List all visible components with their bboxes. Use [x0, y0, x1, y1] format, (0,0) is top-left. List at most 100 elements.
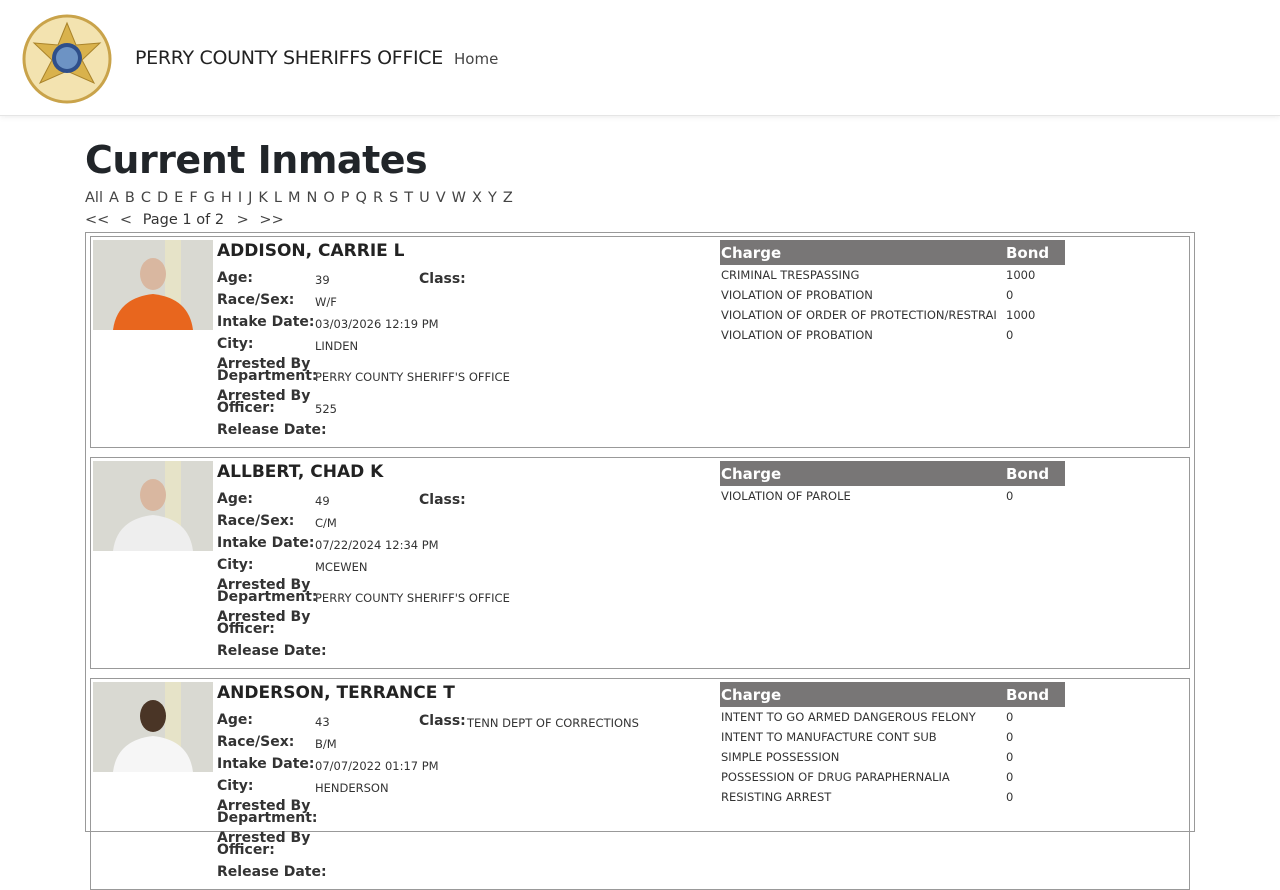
charges-table: Charge Bond INTENT TO GO ARMED DANGEROUS F… — [720, 682, 1065, 807]
charge-row: VIOLATION OF ORDER OF PROTECTION/RESTRAI… — [720, 305, 1065, 325]
first-page-link[interactable]: << — [85, 212, 110, 228]
race-sex-value: B/M — [315, 737, 337, 751]
nav-home-link[interactable]: Home — [454, 50, 499, 68]
intake-date-value: 03/03/2026 12:19 PM — [315, 317, 439, 331]
label-line: Department: — [217, 589, 318, 605]
charges-table: Charge Bond CRIMINAL TRESPASSING 1000 VIOLAT… — [720, 240, 1065, 345]
navbar: PERRY COUNTY SHERIFFS OFFICE Home — [0, 0, 1280, 116]
bond-amount: 0 — [1006, 770, 1014, 784]
charge-row: SIMPLE POSSESSION 0 — [720, 747, 1065, 767]
intake-date-label: Intake Date: — [217, 756, 315, 772]
letter-filter-s[interactable]: S — [389, 190, 399, 206]
charge-name: VIOLATION OF PAROLE — [721, 489, 851, 503]
charge-row: VIOLATION OF PAROLE 0 — [720, 486, 1065, 506]
letter-filter-b[interactable]: B — [124, 190, 135, 206]
arrested-by-officer-label: Arrested By Officer: — [217, 610, 310, 636]
letter-filter-u[interactable]: U — [419, 190, 430, 206]
charge-name: VIOLATION OF PROBATION — [721, 288, 873, 302]
label-line: Arrested By — [217, 356, 311, 372]
letter-filter-x[interactable]: X — [472, 190, 482, 206]
label-line: Department: — [217, 810, 318, 826]
officer-value: 525 — [315, 402, 337, 416]
mugshot-image — [93, 682, 213, 772]
last-page-link[interactable]: >> — [259, 212, 284, 228]
letter-filter-e[interactable]: E — [174, 190, 184, 206]
letter-filter-z[interactable]: Z — [502, 190, 513, 206]
charges-header: Charge Bond — [720, 461, 1065, 486]
letter-filter-a[interactable]: A — [108, 190, 119, 206]
inmate-photo[interactable] — [93, 240, 213, 330]
charge-row: CRIMINAL TRESPASSING 1000 — [720, 265, 1065, 285]
letter-filter-c[interactable]: C — [140, 190, 151, 206]
inmate-record: ALLBERT, CHAD K Age: 49 Race/Sex: C/M Intake … — [90, 457, 1190, 669]
page-title: Current Inmates — [85, 138, 428, 182]
charges-header: Charge Bond — [720, 682, 1065, 707]
letter-filter-n[interactable]: N — [306, 190, 318, 206]
race-sex-label: Race/Sex: — [217, 513, 295, 529]
inmate-name: ALLBERT, CHAD K — [217, 462, 384, 482]
race-sex-value: W/F — [315, 295, 337, 309]
charges-table: Charge Bond VIOLATION OF PAROLE 0 — [720, 461, 1065, 506]
letter-filter-g[interactable]: G — [203, 190, 215, 206]
charge-row: RESISTING ARREST 0 — [720, 787, 1065, 807]
age-label: Age: — [217, 712, 253, 728]
letter-filter-q[interactable]: Q — [355, 190, 367, 206]
department-value: PERRY COUNTY SHERIFF'S OFFICE — [315, 370, 510, 384]
charge-row: VIOLATION OF PROBATION 0 — [720, 325, 1065, 345]
race-sex-value: C/M — [315, 516, 337, 530]
intake-date-label: Intake Date: — [217, 314, 315, 330]
bond-amount: 1000 — [1006, 308, 1036, 322]
inmate-list: ADDISON, CARRIE L Age: 39 Race/Sex: W/F Intak… — [85, 232, 1195, 890]
intake-date-value: 07/07/2022 01:17 PM — [315, 759, 439, 773]
age-value: 43 — [315, 715, 330, 729]
release-date-label: Release Date: — [217, 643, 327, 659]
letter-filter-f[interactable]: F — [189, 190, 198, 206]
charge-row: INTENT TO MANUFACTURE CONT SUB 0 — [720, 727, 1065, 747]
charge-name: INTENT TO GO ARMED DANGEROUS FELONY — [721, 710, 976, 724]
main-content: Current Inmates All A B C D E F G H I J K L M N O P Q R S T U… — [85, 116, 1195, 890]
brand-link[interactable]: PERRY COUNTY SHERIFFS OFFICE — [135, 47, 443, 69]
letter-filter-y[interactable]: Y — [487, 190, 497, 206]
charge-column-header: Charge — [721, 686, 782, 704]
city-label: City: — [217, 336, 254, 352]
charge-name: RESISTING ARREST — [721, 790, 832, 804]
race-sex-label: Race/Sex: — [217, 734, 295, 750]
inmate-photo[interactable] — [93, 682, 213, 772]
charge-row: POSSESSION OF DRUG PARAPHERNALIA 0 — [720, 767, 1065, 787]
sheriff-badge-logo[interactable] — [22, 13, 112, 105]
letter-filter-j[interactable]: J — [248, 190, 253, 206]
release-date-label: Release Date: — [217, 864, 327, 880]
letter-filter-all[interactable]: All — [85, 190, 103, 206]
age-label: Age: — [217, 270, 253, 286]
charge-row: VIOLATION OF PROBATION 0 — [720, 285, 1065, 305]
letter-filter-t[interactable]: T — [404, 190, 414, 206]
inmate-photo[interactable] — [93, 461, 213, 551]
label-line: Arrested By — [217, 388, 311, 404]
letter-filter-p[interactable]: P — [340, 190, 350, 206]
charge-name: CRIMINAL TRESPASSING — [721, 268, 860, 282]
letter-filter-o[interactable]: O — [323, 190, 335, 206]
class-label: Class: — [419, 271, 466, 287]
age-label: Age: — [217, 491, 253, 507]
next-page-link[interactable]: > — [236, 212, 249, 228]
letter-filter-i[interactable]: I — [237, 190, 243, 206]
city-value: LINDEN — [315, 339, 359, 353]
letter-filter-d[interactable]: D — [156, 190, 169, 206]
race-sex-label: Race/Sex: — [217, 292, 295, 308]
charge-name: POSSESSION OF DRUG PARAPHERNALIA — [721, 770, 950, 784]
letter-filter-r[interactable]: R — [372, 190, 384, 206]
letter-filter-w[interactable]: W — [451, 190, 467, 206]
label-line: Department: — [217, 368, 318, 384]
prev-page-link[interactable]: < — [119, 212, 133, 228]
page-status: Page 1 of 2 — [142, 212, 225, 228]
letter-filter-h[interactable]: H — [220, 190, 232, 206]
letter-filter-k[interactable]: K — [258, 190, 268, 206]
letter-filter-m[interactable]: M — [288, 190, 301, 206]
letter-filter-l[interactable]: L — [273, 190, 282, 206]
intake-date-label: Intake Date: — [217, 535, 315, 551]
arrested-by-officer-label: Arrested By Officer: — [217, 831, 310, 857]
age-value: 49 — [315, 494, 330, 508]
letter-filter-v[interactable]: V — [435, 190, 446, 206]
arrested-by-department-label: Arrested By Department: — [217, 578, 318, 605]
class-label: Class: — [419, 492, 466, 508]
